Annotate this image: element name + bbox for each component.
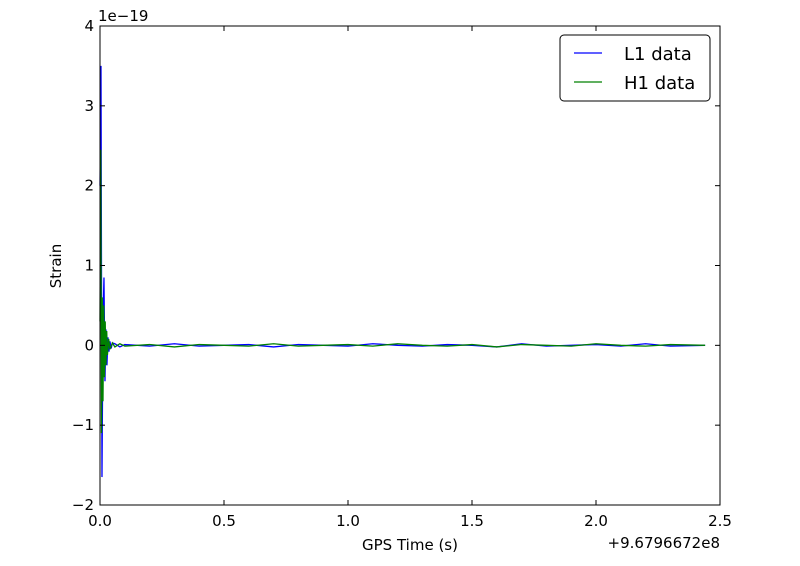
series-layer	[99, 65, 706, 478]
x-axis-label: GPS Time (s)	[362, 536, 458, 554]
y-scale-label: 1e−19	[98, 7, 148, 25]
ticks-layer: 0.0 0.5 1.0 1.5 2.0 2.5 −2 −1 0 1 2 3 4	[72, 17, 732, 530]
y-tick-label: 3	[84, 97, 94, 115]
x-tick-label: 0.0	[88, 512, 112, 530]
legend-box	[559, 34, 711, 102]
x-tick-label: 1.5	[460, 512, 484, 530]
x-tick-label: 2.5	[708, 512, 732, 530]
legend-label: H1 data	[624, 73, 695, 94]
x-tick-label: 0.5	[212, 512, 236, 530]
legend-label: L1 data	[624, 44, 692, 65]
series-line-h1-data	[99, 149, 706, 434]
series-line-l1-data	[99, 65, 706, 478]
y-tick-label: 2	[84, 177, 94, 195]
legend: L1 data H1 data	[559, 34, 711, 102]
y-tick-label: −2	[72, 496, 94, 514]
x-offset-label: +9.6796672e8	[608, 534, 720, 552]
x-tick-label: 2.0	[584, 512, 608, 530]
y-tick-label: 1	[84, 257, 94, 275]
y-tick-label: 0	[84, 336, 94, 354]
y-axis-label: Strain	[47, 244, 65, 288]
y-tick-label: 4	[84, 17, 94, 35]
x-tick-label: 1.0	[336, 512, 360, 530]
y-tick-label: −1	[72, 416, 94, 434]
